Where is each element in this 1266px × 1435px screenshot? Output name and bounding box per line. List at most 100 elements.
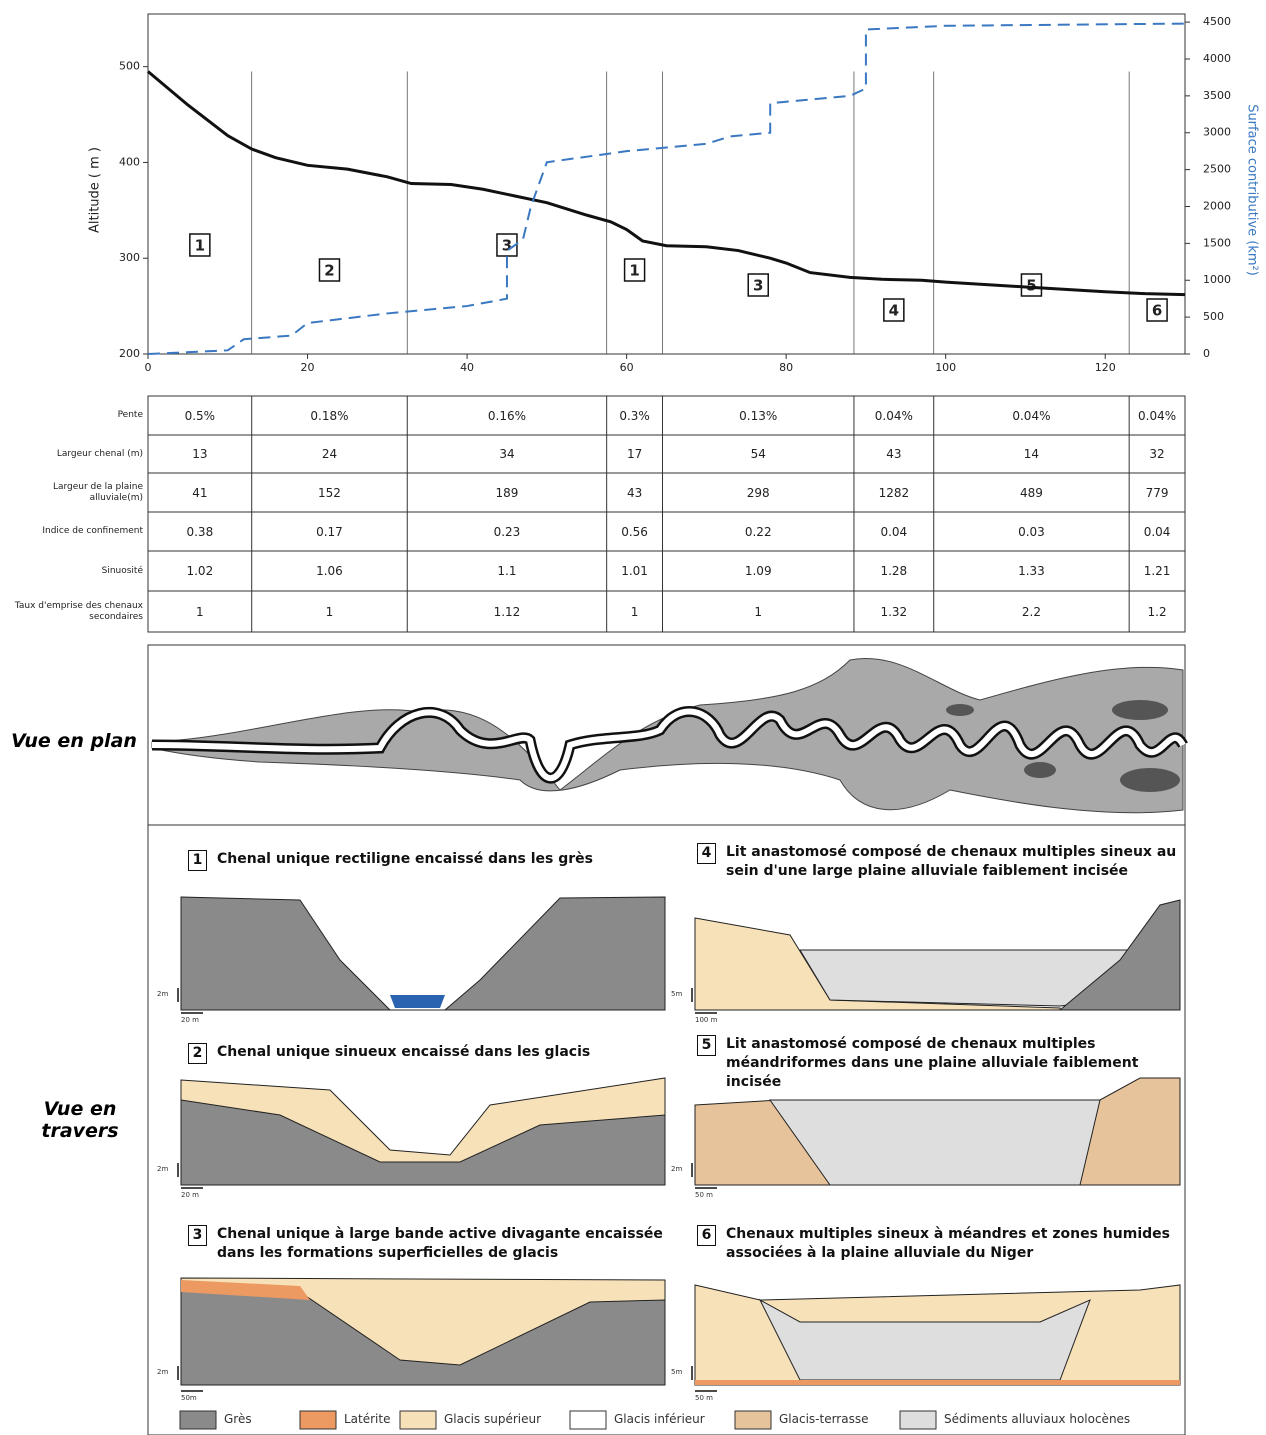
y2-tick-label: 4000 [1203, 52, 1231, 65]
section-text: Chenal unique rectiligne encaissé dans l… [217, 851, 593, 867]
section-number: 6 [697, 1225, 716, 1246]
scale-h-label: 50m [181, 1394, 197, 1402]
scale-v-label: 2m [157, 1368, 169, 1376]
scale-v-label: 2m [671, 1165, 683, 1173]
table-cell: 189 [495, 485, 519, 500]
legend-swatch [734, 1410, 772, 1430]
table-cell: 1.2 [1147, 604, 1167, 619]
table-cell: 54 [750, 447, 766, 461]
legend-label: Sédiments alluviaux holocènes [944, 1412, 1131, 1426]
wetland [1120, 768, 1180, 792]
scale-v-label: 2m [157, 1165, 169, 1173]
y-axis-label: Altitude ( m ) [88, 147, 103, 233]
legend-swatch [299, 1410, 337, 1430]
section-title: 1 Chenal unique rectiligne encaissé dans … [188, 850, 668, 871]
x-tick-label: 0 [145, 361, 152, 374]
y2-tick-label: 500 [1203, 310, 1224, 323]
section-title: 3 Chenal unique à large bande active diva… [188, 1225, 668, 1263]
table-cell: 41 [192, 485, 208, 500]
section-number: 2 [188, 1043, 207, 1064]
reach-label: 5 [1026, 277, 1036, 295]
table-cell: 0.13% [739, 408, 778, 423]
view-label: Vue en travers [41, 1098, 119, 1142]
table-cell: 489 [1019, 485, 1043, 500]
table-cell: 0.03 [1018, 524, 1045, 539]
table-cell: 0.16% [487, 408, 527, 423]
channel [151, 708, 1186, 781]
table-cell: 1.28 [880, 564, 908, 578]
scale-v-label: 5m [671, 1368, 683, 1376]
table-cell: 1 [630, 604, 639, 619]
section-title: 4 Lit anastomosé composé de chenaux multi… [697, 843, 1177, 881]
table-cell: 13 [192, 447, 208, 461]
x-tick-label: 120 [1095, 361, 1116, 374]
table-cell: 0.04% [1012, 408, 1051, 423]
table-cell: 152 [318, 485, 341, 500]
section-number: 4 [697, 843, 716, 864]
y2-tick-label: 1500 [1203, 236, 1231, 249]
table-cell: 34 [499, 447, 515, 461]
row-header: Sinuosité [101, 565, 143, 576]
view-label: Vue en plan [11, 730, 137, 752]
table-cell: 17 [626, 447, 643, 461]
reach-box [883, 298, 905, 322]
legend-swatch [179, 1410, 217, 1430]
table-cell: 32 [1149, 447, 1165, 461]
wetland [1024, 762, 1056, 778]
table-cell: 43 [886, 447, 902, 461]
section-text: Chenaux multiples sineux à méandres et z… [726, 1226, 1170, 1261]
scale-v-label: 2m [157, 990, 169, 998]
scale-h-label: 50 m [695, 1394, 713, 1402]
table-cell: 298 [746, 485, 770, 500]
y2-tick-label: 0 [1203, 347, 1210, 360]
reach-label: 2 [324, 262, 334, 280]
x-tick-label: 20 [301, 361, 315, 374]
table-cell: 1.33 [1018, 564, 1045, 578]
reach-box [747, 273, 769, 297]
table-cell: 1.01 [621, 564, 648, 578]
reach-box [1146, 298, 1168, 322]
table-cell: 1282 [878, 485, 910, 500]
reach-label: 3 [502, 237, 512, 255]
y2-tick-label: 2500 [1203, 163, 1231, 176]
floodplain [151, 658, 1184, 814]
legend-label: Grès [224, 1412, 252, 1426]
wetland [946, 704, 974, 716]
table-cell: 1.02 [186, 564, 214, 578]
legend-swatch [899, 1410, 937, 1430]
y2-tick-label: 4500 [1203, 15, 1231, 28]
legend-label: Glacis inférieur [614, 1412, 705, 1426]
scale-h-label: 100 m [695, 1016, 718, 1024]
row-header: Indice de confinement [42, 526, 143, 536]
laterite [695, 1380, 1180, 1385]
wetland [1112, 700, 1168, 720]
section-title: 2 Chenal unique sinueux encaissé dans les… [188, 1043, 668, 1064]
x-tick-label: 80 [779, 361, 793, 374]
row-header: Taux d'emprise des chenaux secondaires [14, 600, 143, 622]
series-line [147, 22, 1186, 355]
water [390, 995, 445, 1008]
scale-v-label: 5m [671, 990, 683, 998]
legend-label: Glacis-terrasse [779, 1412, 869, 1426]
legend-swatch [399, 1410, 437, 1430]
table-cell: 24 [321, 447, 338, 461]
section-text: Chenal unique à large bande active divag… [217, 1226, 663, 1261]
series-line [147, 70, 1186, 297]
table-frame [147, 395, 1186, 633]
y-tick-label: 300 [119, 251, 140, 264]
laterite [181, 1280, 310, 1300]
reach-label: 1 [629, 262, 639, 280]
reach-box [189, 233, 211, 257]
table-cell: 0.04 [1143, 524, 1171, 539]
sandstone [443, 896, 666, 1011]
row-header: Largeur de la plaine alluviale(m) [52, 481, 143, 503]
table-cell: 1.06 [316, 564, 343, 578]
reach-box [318, 258, 341, 282]
reach-label: 4 [889, 302, 899, 320]
section-text: Lit anastomosé composé de chenaux multip… [726, 844, 1177, 879]
table-cell: 14 [1023, 447, 1040, 461]
table-cell: 1 [196, 604, 204, 619]
sandstone [180, 1099, 666, 1186]
scale-h-label: 20 m [181, 1191, 199, 1199]
